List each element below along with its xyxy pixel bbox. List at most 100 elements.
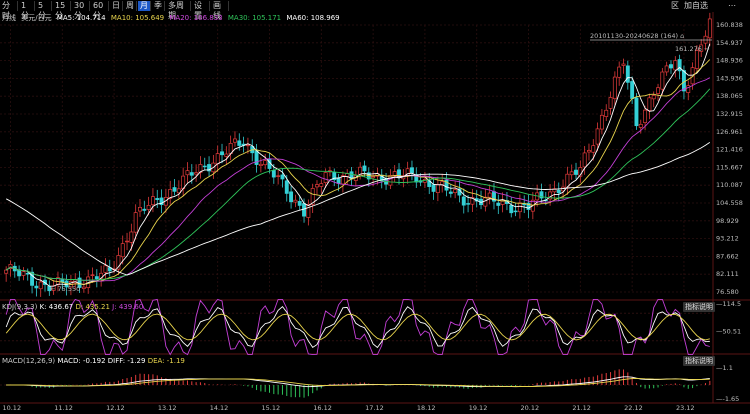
candle-body bbox=[358, 166, 363, 176]
candle-body bbox=[172, 187, 177, 192]
candle-body bbox=[332, 172, 337, 181]
kdj-help-button[interactable]: 指标说明 bbox=[683, 302, 715, 312]
candle-body bbox=[651, 95, 656, 100]
candle-body bbox=[686, 85, 691, 93]
price-tick-label: 93.212 bbox=[716, 235, 739, 243]
period-button-8[interactable]: 月 bbox=[138, 1, 151, 11]
candle-body bbox=[133, 212, 138, 233]
zone-button[interactable]: 区 bbox=[671, 1, 679, 10]
candle-body bbox=[276, 175, 281, 177]
date-tick-label: 13.12 bbox=[158, 404, 177, 412]
ma10-value: MA10: 105.649 bbox=[110, 14, 165, 22]
candle-body bbox=[453, 189, 458, 193]
candle-body bbox=[34, 285, 39, 289]
period-button-12[interactable]: 画线 bbox=[211, 1, 229, 20]
candle-body bbox=[431, 184, 436, 192]
candle-body bbox=[202, 165, 207, 168]
price-tick-label: 126.961 bbox=[716, 128, 743, 136]
candle-body bbox=[38, 281, 43, 290]
kdj-title: KDJ(9,3,3) bbox=[2, 303, 38, 311]
date-tick-label: 21.12 bbox=[572, 404, 591, 412]
candle-body bbox=[120, 243, 125, 258]
date-tick-label: 10.12 bbox=[2, 404, 21, 412]
candle-body bbox=[215, 153, 220, 165]
candle-body bbox=[293, 199, 298, 203]
period-button-5[interactable]: 60分 bbox=[91, 1, 109, 20]
candle-body bbox=[302, 203, 306, 217]
period-button-1[interactable]: 1分 bbox=[19, 1, 35, 20]
candle-body bbox=[116, 255, 121, 270]
date-tick-label: 20.12 bbox=[521, 404, 540, 412]
candle-body bbox=[630, 81, 635, 99]
candle-body bbox=[604, 109, 609, 117]
period-button-4[interactable]: 30分 bbox=[72, 1, 90, 20]
candle-body bbox=[81, 286, 86, 289]
candle-body bbox=[8, 264, 13, 270]
kdj-axis-top: —114.5 bbox=[716, 300, 741, 308]
period-toolbar: 分时 1分 5分 15分 30分 60分日周月季多周期 设置 画线 区加自选 ⋯ bbox=[0, 0, 750, 20]
candle-body bbox=[582, 152, 587, 168]
candle-body bbox=[142, 208, 147, 211]
candle-body bbox=[656, 87, 660, 94]
period-button-0[interactable]: 分时 bbox=[0, 1, 18, 20]
period-button-7[interactable]: 周 bbox=[124, 1, 137, 11]
candle-body bbox=[310, 188, 315, 205]
candle-body bbox=[694, 50, 699, 69]
more-icon[interactable]: ⋯ bbox=[728, 1, 736, 10]
price-tick-label: 148.936 bbox=[716, 57, 743, 65]
price-tick-label: 98.929 bbox=[716, 217, 739, 225]
period-button-9[interactable]: 季 bbox=[152, 1, 165, 11]
add-favorite-button[interactable]: 加自选 bbox=[684, 1, 708, 10]
candle-body bbox=[496, 202, 501, 206]
candle-body bbox=[150, 196, 155, 206]
candle-body bbox=[271, 169, 276, 178]
candle-body bbox=[669, 64, 673, 69]
candle-body bbox=[323, 172, 328, 183]
candle-body bbox=[681, 70, 686, 92]
candle-body bbox=[461, 196, 466, 206]
candle-body bbox=[591, 145, 596, 153]
kdj-j-line bbox=[5, 298, 710, 356]
kdj-j-value: J: 439.60 bbox=[112, 303, 144, 311]
candle-body bbox=[138, 206, 142, 212]
period-button-11[interactable]: 设置 bbox=[192, 1, 210, 20]
period-button-2[interactable]: 5分 bbox=[36, 1, 52, 20]
date-tick-label: 19.12 bbox=[469, 404, 488, 412]
candle-body bbox=[17, 269, 22, 277]
candle-body bbox=[319, 183, 324, 187]
macd-diff-value: DIFF: -1.29 bbox=[107, 357, 146, 365]
candle-body bbox=[660, 71, 665, 90]
candle-body bbox=[146, 204, 151, 210]
candle-body bbox=[664, 65, 669, 73]
candle-body bbox=[638, 123, 643, 128]
price-tick-label: 76.580 bbox=[716, 288, 739, 296]
kdj-d-line bbox=[5, 313, 710, 341]
kdj-legend: KDJ(9,3,3) K: 436.67 D: 435.21 J: 439.60 bbox=[2, 303, 143, 311]
candle-body bbox=[388, 175, 393, 186]
candle-body bbox=[448, 191, 453, 194]
candle-body bbox=[297, 201, 302, 206]
period-button-6[interactable]: 日 bbox=[110, 1, 123, 11]
ma30-line bbox=[5, 88, 711, 281]
macd-dea-value: DEA: -1.19 bbox=[147, 357, 185, 365]
period-label: 月线 bbox=[2, 14, 16, 22]
date-tick-label: 11.12 bbox=[54, 404, 73, 412]
candle-body bbox=[595, 128, 600, 145]
period-button-10[interactable]: 多周期 bbox=[166, 1, 191, 20]
candle-body bbox=[677, 59, 682, 72]
candle-body bbox=[690, 67, 695, 85]
candle-body bbox=[552, 188, 557, 193]
kdj-k-line bbox=[5, 305, 710, 349]
candle-body bbox=[220, 151, 224, 156]
macd-axis-bottom: —-1.65 bbox=[716, 395, 739, 403]
price-tick-label: 160.838 bbox=[716, 21, 743, 29]
candle-body bbox=[189, 172, 194, 176]
ma20-line bbox=[5, 77, 711, 282]
candle-body bbox=[155, 198, 160, 200]
macd-help-button[interactable]: 指标说明 bbox=[683, 356, 715, 366]
candle-body bbox=[371, 176, 376, 179]
candle-body bbox=[30, 271, 35, 286]
macd-value: MACD: -0.192 bbox=[57, 357, 106, 365]
period-button-3[interactable]: 15分 bbox=[53, 1, 71, 20]
